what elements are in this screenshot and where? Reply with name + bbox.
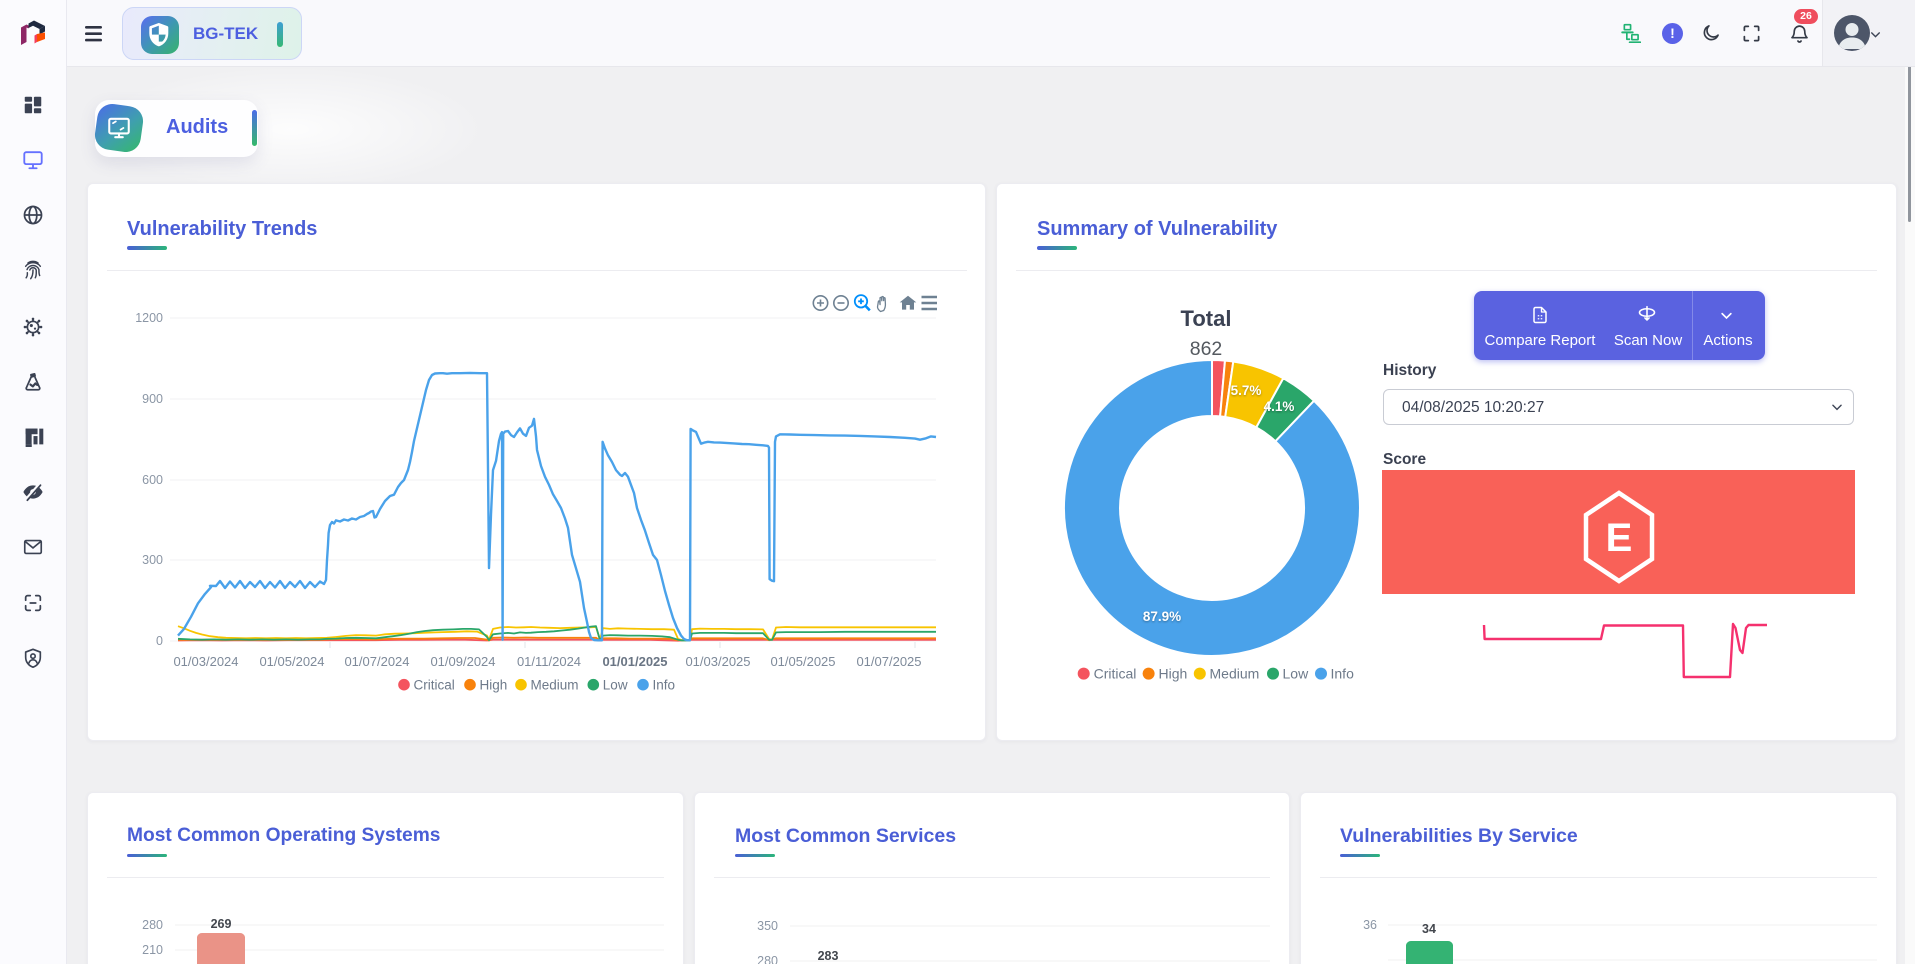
svg-text:Info: Info: [653, 678, 676, 693]
svg-text:1200: 1200: [135, 311, 163, 325]
svg-text:4.1%: 4.1%: [1264, 399, 1295, 414]
svg-text:Low: Low: [603, 678, 628, 693]
svg-text:600: 600: [142, 473, 163, 487]
svg-text:87.9%: 87.9%: [1143, 609, 1181, 624]
svg-text:300: 300: [142, 553, 163, 567]
svg-text:34: 34: [1422, 922, 1436, 936]
svg-text:0: 0: [156, 634, 163, 648]
svg-text:01/05/2024: 01/05/2024: [259, 654, 324, 669]
svg-text:280: 280: [142, 918, 163, 932]
svg-text:01/07/2025: 01/07/2025: [856, 654, 921, 669]
svg-text:E: E: [1606, 516, 1633, 560]
svg-text:283: 283: [818, 949, 839, 963]
svg-text:01/11/2024: 01/11/2024: [517, 654, 581, 669]
svg-text:Critical: Critical: [1094, 666, 1137, 682]
svg-text:Low: Low: [1283, 666, 1310, 682]
svg-text:01/05/2025: 01/05/2025: [770, 654, 835, 669]
svg-text:01/01/2025: 01/01/2025: [602, 654, 667, 669]
svg-text:269: 269: [211, 917, 232, 931]
svg-text:5.7%: 5.7%: [1231, 383, 1262, 398]
svg-text:36: 36: [1363, 918, 1377, 932]
svg-text:350: 350: [757, 919, 778, 933]
svg-text:Medium: Medium: [531, 678, 579, 693]
svg-text:900: 900: [142, 392, 163, 406]
svg-text:Info: Info: [1331, 666, 1355, 682]
svg-text:280: 280: [757, 954, 778, 964]
svg-text:01/03/2025: 01/03/2025: [685, 654, 750, 669]
svg-text:Medium: Medium: [1210, 666, 1260, 682]
svg-text:01/03/2024: 01/03/2024: [173, 654, 238, 669]
svg-text:High: High: [480, 678, 508, 693]
svg-text:Critical: Critical: [414, 678, 455, 693]
svg-text:210: 210: [142, 943, 163, 957]
svg-text:High: High: [1159, 666, 1188, 682]
svg-text:01/07/2024: 01/07/2024: [344, 654, 409, 669]
svg-text:01/09/2024: 01/09/2024: [430, 654, 495, 669]
